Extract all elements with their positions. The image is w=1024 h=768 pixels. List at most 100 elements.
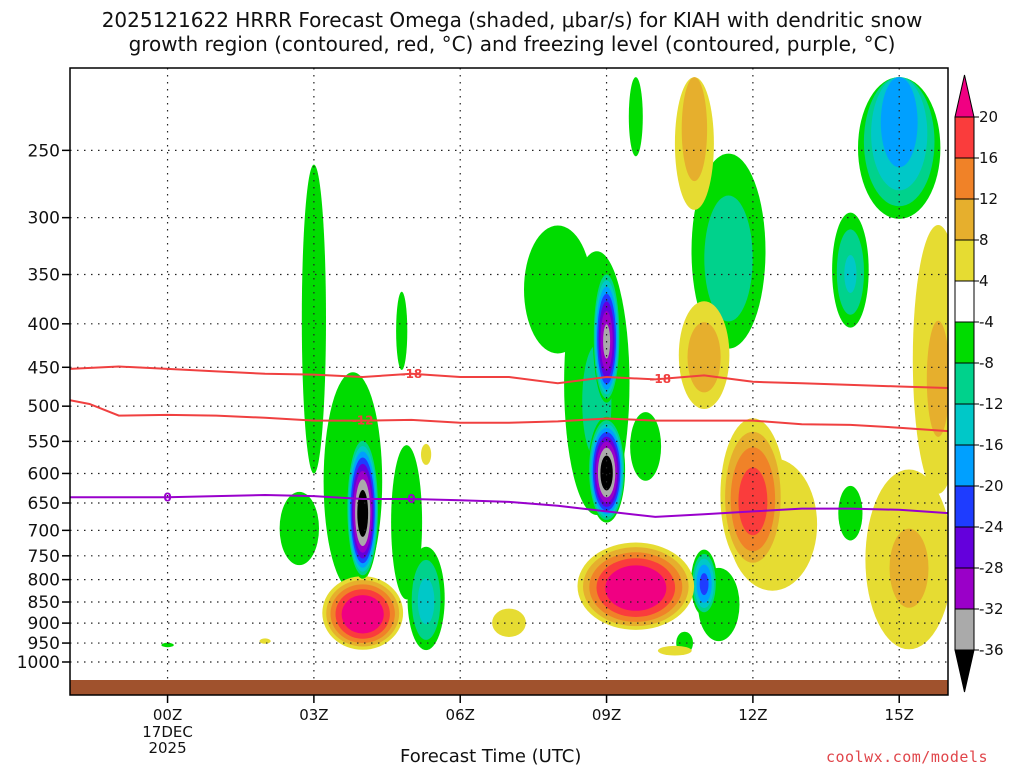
contour-lines xyxy=(70,365,948,518)
y-tick-label-700: 700 xyxy=(28,521,60,541)
x-axis-title: Forecast Time (UTC) xyxy=(400,746,582,767)
x-tick-label-9: 09Z xyxy=(592,706,621,724)
omega-contour-28-level-20 xyxy=(341,595,384,634)
colorbar-box-16-to-20 xyxy=(954,116,975,159)
colorbar-arrow-top xyxy=(954,74,975,118)
colorbar-label--24: -24 xyxy=(979,518,1004,536)
omega-contour-26-level-16 xyxy=(738,467,768,536)
y-tick-label-850: 850 xyxy=(28,593,60,613)
y-tick-label-1000: 1000 xyxy=(17,653,60,673)
colorbar-label--36: -36 xyxy=(979,641,1004,659)
y-tick-label-250: 250 xyxy=(28,141,60,161)
colorbar-arrow-bottom xyxy=(954,649,975,693)
omega-contour-24-level--12 xyxy=(417,578,435,625)
colorbar-box--20-to--16 xyxy=(954,444,975,487)
omega-contour-5-level--4 xyxy=(630,412,662,481)
freezing-level-contour-label-0: 0 xyxy=(163,490,171,504)
colorbar-label-16: 16 xyxy=(979,149,998,167)
y-axis: 2503003504004505005506006507007508008509… xyxy=(17,141,70,673)
colorbar-box--24-to--20 xyxy=(954,485,975,528)
y-tick-label-500: 500 xyxy=(28,397,60,417)
colorbar-label--4: -4 xyxy=(979,313,994,331)
y-tick-label-800: 800 xyxy=(28,571,60,591)
y-tick-label-750: 750 xyxy=(28,547,60,567)
y-tick-label-300: 300 xyxy=(28,209,60,229)
credit-text: coolwx.com/models xyxy=(826,748,989,766)
dgz-contour-minus12-label-0: -12 xyxy=(352,414,374,428)
omega-contour-19-level-8 xyxy=(926,320,948,437)
colorbar-box--36-to--32 xyxy=(954,608,975,651)
omega-contour-12-level--4 xyxy=(301,164,326,474)
omega-contour-0-level--4 xyxy=(279,491,319,566)
colorbar-box--8-to--4 xyxy=(954,321,975,364)
colorbar-label-4: 4 xyxy=(979,272,989,290)
omega-contour-20-level--8 xyxy=(704,195,753,322)
omega-contour-31-level--36 xyxy=(357,489,369,537)
colorbar-box--28-to--24 xyxy=(954,526,975,569)
y-tick-label-600: 600 xyxy=(28,464,60,484)
colorbar-label--12: -12 xyxy=(979,395,1004,413)
dgz-contour-minus18-label-1: -18 xyxy=(649,372,671,386)
plot-border xyxy=(69,67,949,696)
y-tick-label-550: 550 xyxy=(28,432,60,452)
omega-contour-16-level--4 xyxy=(838,485,863,541)
x-tick-label-0: 00Z xyxy=(153,706,182,724)
omega-contour-25-level--16 xyxy=(880,77,918,168)
colorbar-box--32-to--28 xyxy=(954,567,975,610)
colorbar-box-4-to-8 xyxy=(954,239,975,282)
omega-contour-18-level-8 xyxy=(889,528,929,608)
omega-contour-22-level-8 xyxy=(681,77,708,182)
omega-shading xyxy=(161,77,948,656)
colorbar-box--4-to-4 xyxy=(954,280,975,323)
colorbar-box--16-to--12 xyxy=(954,403,975,446)
colorbar-label-8: 8 xyxy=(979,231,989,249)
x-tick-label-6: 06Z xyxy=(446,706,475,724)
omega-contour-8-level-4 xyxy=(492,608,526,637)
colorbar-label-20: 20 xyxy=(979,108,998,126)
omega-contour-3-level--4 xyxy=(161,642,174,648)
y-tick-label-350: 350 xyxy=(28,266,60,286)
colorbar-box--12-to--8 xyxy=(954,362,975,405)
omega-contour-23-level--12 xyxy=(844,255,857,293)
x-date-label-1: 2025 xyxy=(148,739,186,757)
y-tick-label-450: 450 xyxy=(28,358,60,378)
dgz-contour-minus18 xyxy=(70,365,948,389)
colorbar-label--20: -20 xyxy=(979,477,1004,495)
colorbar-label--28: -28 xyxy=(979,559,1004,577)
y-tick-label-650: 650 xyxy=(28,494,60,514)
colorbar-box-12-to-16 xyxy=(954,157,975,200)
omega-contour-7-level--4 xyxy=(628,77,643,157)
omega-contour-21-level-8 xyxy=(687,322,721,393)
x-date-label-0: 17DEC xyxy=(142,723,193,741)
x-tick-label-3: 03Z xyxy=(299,706,328,724)
colorbar: -36 -32 -28 -24 -20 -16 -12 -8 -4 4 8 12 16 20 xyxy=(954,74,1004,693)
plot-frame xyxy=(69,67,949,696)
chart-title-line-1: 2025121622 HRRR Forecast Omega (shaded, … xyxy=(101,8,923,32)
ground-bar xyxy=(70,680,948,695)
omega-contour-11-level-4 xyxy=(657,645,692,656)
y-tick-label-400: 400 xyxy=(28,315,60,335)
x-tick-label-15: 15Z xyxy=(885,706,914,724)
colorbar-label-12: 12 xyxy=(979,190,998,208)
dgz-contour-minus18-label-0: -18 xyxy=(401,367,423,381)
omega-contour-32-level--36 xyxy=(600,455,613,491)
x-tick-label-12: 12Z xyxy=(738,706,767,724)
colorbar-label--16: -16 xyxy=(979,436,1004,454)
omega-contour-29-level-20 xyxy=(605,565,667,611)
colorbar-label--32: -32 xyxy=(979,600,1004,618)
y-tick-label-900: 900 xyxy=(28,614,60,634)
omega-contour-10-level-4 xyxy=(259,638,271,644)
omega-contour-27-level--20 xyxy=(699,573,709,596)
omega-contour-2-level--4 xyxy=(396,291,408,370)
colorbar-label--8: -8 xyxy=(979,354,994,372)
colorbar-box-8-to-12 xyxy=(954,198,975,241)
freezing-level-contour xyxy=(70,493,948,518)
y-tick-label-950: 950 xyxy=(28,634,60,654)
chart-title-line-2: growth region (contoured, red, °C) and f… xyxy=(128,32,896,56)
plot-background xyxy=(70,68,948,695)
contour-labels: -18 -18 -12 0 0 xyxy=(163,367,671,506)
omega-contour-9-level-4 xyxy=(421,443,432,465)
dgz-contour-minus12 xyxy=(70,399,948,433)
